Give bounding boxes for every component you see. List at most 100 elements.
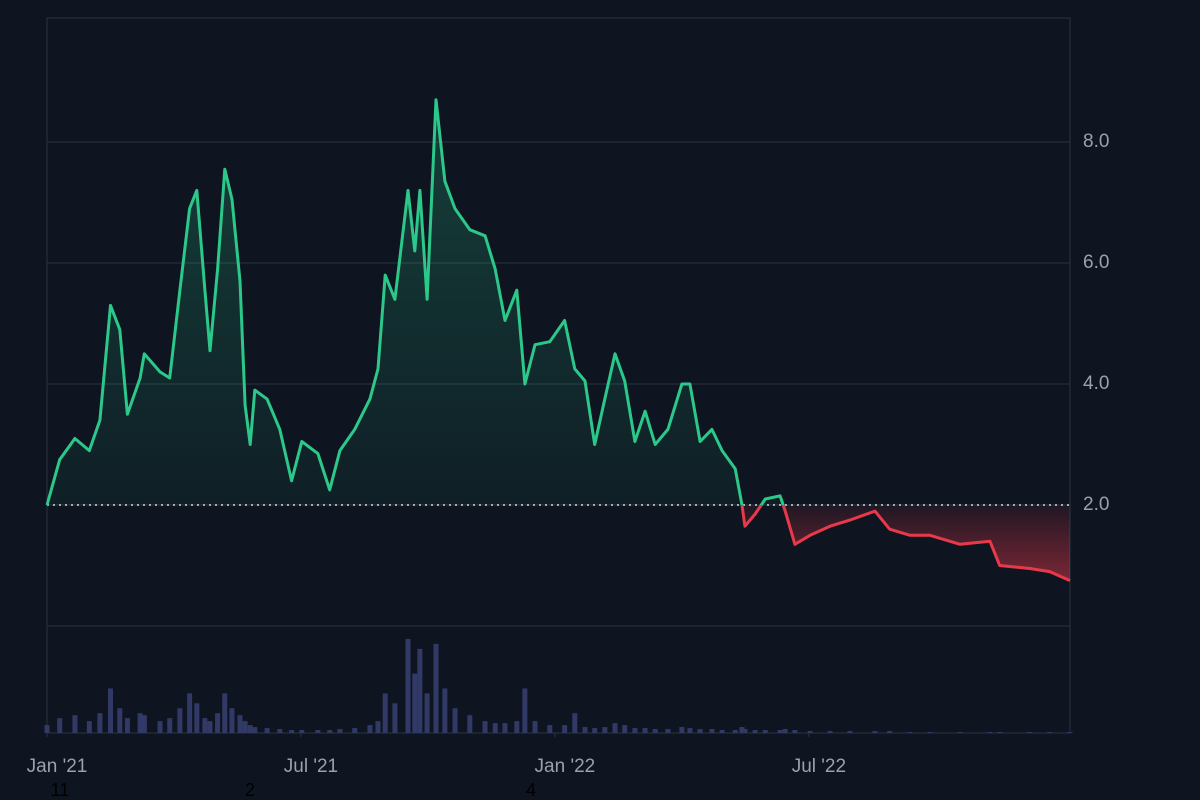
x-sublabel: 4 (526, 780, 536, 800)
volume-bar (237, 715, 243, 733)
volume-bar (442, 688, 448, 733)
volume-bar (502, 723, 508, 733)
volume-bar (807, 731, 813, 733)
volume-bar (957, 732, 963, 733)
volume-bar (752, 730, 758, 733)
x-tick-label: Jan '22 (535, 756, 596, 777)
volume-bar (433, 643, 439, 733)
volume-bar (927, 732, 933, 733)
volume-bar (141, 715, 147, 733)
volume-bar (719, 730, 725, 733)
volume-bar (202, 718, 208, 733)
volume-bar (424, 693, 430, 733)
volume-bar (739, 727, 745, 733)
volume-bar (382, 693, 388, 733)
volume-bar (467, 715, 473, 733)
volume-bar (86, 721, 92, 733)
volume-bar (997, 732, 1003, 733)
volume-bar (177, 708, 183, 733)
volume-bar (709, 729, 715, 733)
y-tick-label: 8.0 (1083, 131, 1109, 152)
x-tick-label: Jul '22 (792, 756, 846, 777)
volume-bar (492, 723, 498, 733)
volume-bar (532, 721, 538, 733)
volume-bar (207, 721, 213, 733)
volume-bar (222, 693, 228, 733)
volume-bar (482, 721, 488, 733)
volume-bar (367, 725, 373, 733)
x-sublabel: 2 (245, 780, 255, 800)
volume-bar (57, 718, 63, 733)
volume-bar (337, 729, 343, 733)
volume-bar (229, 708, 235, 733)
price-line (45, 98, 1071, 582)
volume-bar (417, 648, 423, 733)
volume-bar (277, 729, 283, 733)
volume-bar (782, 729, 788, 733)
volume-bar (665, 729, 671, 733)
volume-bar (157, 721, 163, 733)
volume-bar (137, 713, 143, 733)
volume-bar (907, 732, 913, 733)
volume-bar (827, 731, 833, 733)
volume-bar (652, 729, 658, 733)
volume-bar (252, 727, 258, 733)
volume-bar (44, 725, 50, 733)
volume-bar (987, 732, 993, 733)
volume-bar (732, 730, 738, 733)
volume-bar (687, 728, 693, 733)
volume-bar (1027, 732, 1033, 733)
volume-bar (352, 728, 358, 733)
volume-bar (327, 730, 333, 733)
y-tick-label: 2.0 (1083, 494, 1109, 515)
volume-bar (375, 721, 381, 733)
volume-bar (247, 725, 253, 733)
volume-bar (632, 728, 638, 733)
area (47, 99, 1070, 581)
volume-bar (562, 725, 568, 733)
volume-bar (107, 688, 113, 733)
volume-bar (194, 703, 200, 733)
volume-bar (547, 725, 553, 733)
volume-bar (1047, 732, 1053, 733)
volume-bar (742, 729, 748, 733)
volume-bar (622, 725, 628, 733)
volume-bar (452, 708, 458, 733)
volume-bar (762, 730, 768, 733)
volume-bar (602, 727, 608, 733)
volume-bar (392, 703, 398, 733)
volume-bar (847, 731, 853, 733)
volume-bar (612, 723, 618, 733)
volume-bar (315, 730, 321, 733)
y-tick-label: 6.0 (1083, 252, 1109, 273)
volume-bar (167, 718, 173, 733)
volume-bar (412, 673, 418, 733)
volume-bar (299, 730, 305, 733)
volume-bar (872, 731, 878, 733)
volume-bar (97, 713, 103, 733)
volume-bar (792, 730, 798, 733)
plot-frame (46, 17, 1071, 734)
x-tick-label: Jan '21 (27, 756, 88, 777)
volume-bar (1067, 732, 1073, 733)
volume-bar (124, 718, 130, 733)
volume-bar (215, 713, 221, 733)
x-sublabel: 11 (51, 780, 70, 800)
y-tick-label: 4.0 (1083, 373, 1109, 394)
volume-bar (264, 728, 270, 733)
volume-bar (289, 730, 295, 733)
volume-bar (582, 727, 588, 733)
x-tick-label: Jul '21 (284, 756, 338, 777)
volume-bar (642, 728, 648, 733)
volume-bar (522, 688, 528, 733)
volume-bar (572, 713, 578, 733)
volume-bar (187, 693, 193, 733)
volume-bar (72, 715, 78, 733)
volume-bar (405, 638, 411, 733)
volume-bar (514, 721, 520, 733)
volume-bar (592, 728, 598, 733)
volume-bar (697, 729, 703, 733)
volume-bar (242, 721, 248, 733)
